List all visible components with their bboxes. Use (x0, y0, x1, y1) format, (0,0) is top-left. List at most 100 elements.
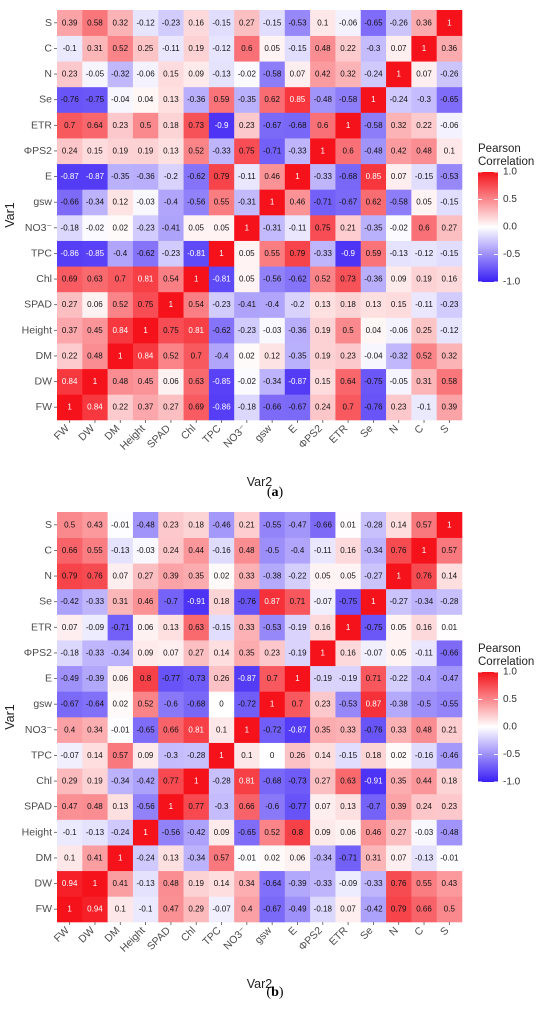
cell-value-label: 0.36 (416, 18, 432, 27)
cell-value-label: -0.3 (215, 802, 229, 811)
heatmap-cell (310, 368, 336, 395)
heatmap-cell (57, 563, 83, 590)
y-axis-title: Var1 (3, 704, 17, 730)
cell-value-label: -0.48 (314, 95, 333, 104)
heatmap-cell (183, 317, 210, 344)
cell-value-label: 0.32 (391, 121, 407, 130)
heatmap-cell (158, 138, 184, 165)
heatmap-cell (411, 819, 437, 846)
cell-value-label: -0.65 (136, 725, 155, 734)
y-tick-label: Chl (36, 273, 52, 285)
cell-value-label: 0.14 (214, 648, 230, 657)
cell-value-label: -0.15 (415, 172, 434, 181)
cell-value-label: 0.18 (163, 121, 179, 130)
cell-value-label: 0.06 (138, 623, 154, 632)
heatmap-cell (284, 61, 311, 88)
heatmap-cell (208, 768, 235, 795)
cell-value-label: 0.63 (87, 275, 103, 284)
cell-value-label: 1 (447, 520, 452, 529)
heatmap-cell (360, 870, 387, 897)
cell-value-label: -0.53 (339, 700, 358, 709)
legend-tick-label: -0.5 (503, 749, 521, 760)
cell-value-label: 0.79 (214, 172, 230, 181)
cell-value-label: 0.46 (366, 828, 382, 837)
cell-value-label: -0.67 (339, 198, 358, 207)
heatmap-cell (284, 291, 311, 318)
heatmap-cell (57, 368, 83, 395)
heatmap-cell (335, 317, 362, 344)
cell-value-label: 0.15 (391, 300, 407, 309)
cell-value-label: 0.66 (62, 546, 78, 555)
heatmap-cell (335, 563, 362, 590)
heatmap-cell (360, 793, 387, 820)
heatmap-cell (208, 291, 235, 318)
x-tick-label: TPC (200, 924, 224, 948)
heatmap-cell (335, 614, 362, 641)
heatmap-cell (436, 112, 463, 139)
heatmap-cell (335, 266, 362, 293)
heatmap-cell (82, 614, 108, 641)
heatmap-cell (411, 86, 437, 113)
heatmap-cell (183, 86, 210, 113)
cell-value-label: 0.24 (315, 403, 331, 412)
cell-value-label: -0.73 (288, 777, 307, 786)
heatmap-cell (82, 368, 108, 395)
heatmap-cell (436, 793, 463, 820)
heatmap-cell (208, 588, 235, 615)
heatmap-cell (411, 189, 437, 216)
cell-value-label: -0.15 (339, 751, 358, 760)
cell-value-label: -0.04 (111, 95, 130, 104)
legend-title-line1: Pearson (478, 643, 521, 655)
heatmap-cell (310, 343, 336, 370)
cell-value-label: -0.1 (63, 44, 77, 53)
cell-value-label: 0.44 (188, 546, 204, 555)
heatmap-cell (57, 61, 83, 88)
cell-value-label: 0.19 (315, 326, 331, 335)
heatmap-cell (386, 793, 412, 820)
cell-value-label: -0.35 (111, 172, 130, 181)
heatmap-cell (284, 512, 311, 538)
x-tick-label: Height (118, 423, 148, 453)
cell-value-label: 0.23 (112, 121, 128, 130)
heatmap-cell (132, 10, 159, 36)
panel-label: (a) (267, 485, 284, 500)
cell-value-label: -0.33 (212, 146, 231, 155)
heatmap-cell (158, 512, 184, 538)
cell-value-label: 0.26 (214, 674, 230, 683)
heatmap-cell (234, 240, 260, 267)
cell-value-label: 1 (67, 403, 72, 412)
heatmap-cell (82, 163, 108, 190)
heatmap-cell (284, 368, 311, 395)
heatmap-cell (284, 588, 311, 615)
heatmap-cell (335, 138, 362, 165)
heatmap-cell (183, 588, 210, 615)
heatmap-cell (158, 61, 184, 88)
cell-value-label: 0.06 (340, 828, 356, 837)
heatmap-cell (259, 717, 286, 743)
heatmap-cell (208, 215, 235, 241)
cell-value-label: 0.6 (317, 121, 329, 130)
heatmap-cell (132, 537, 159, 564)
heatmap-cell (107, 368, 134, 395)
heatmap-cell (386, 86, 412, 113)
heatmap-cell (158, 537, 184, 564)
cell-value-label: 0.52 (188, 146, 204, 155)
heatmap-cell (411, 394, 437, 421)
cell-value-label: -0.58 (263, 70, 282, 79)
cell-value-label: 0.45 (87, 326, 103, 335)
cell-value-label: -0.33 (86, 597, 105, 606)
cell-value-label: 0.5 (343, 326, 355, 335)
cell-value-label: 0.8 (292, 828, 304, 837)
cell-value-label: 0.31 (366, 853, 382, 862)
cell-value-label: 0.27 (138, 572, 154, 581)
cell-value-label: 1 (396, 572, 401, 581)
cell-value-label: 0.6 (343, 146, 355, 155)
cell-value-label: -0.87 (288, 725, 307, 734)
cell-value-label: 0.27 (62, 300, 78, 309)
cell-value-label: 0 (219, 700, 224, 709)
heatmap-cell (259, 86, 286, 113)
heatmap-cell (158, 368, 184, 395)
heatmap-cell (57, 291, 83, 318)
cell-value-label: -0.62 (187, 172, 206, 181)
